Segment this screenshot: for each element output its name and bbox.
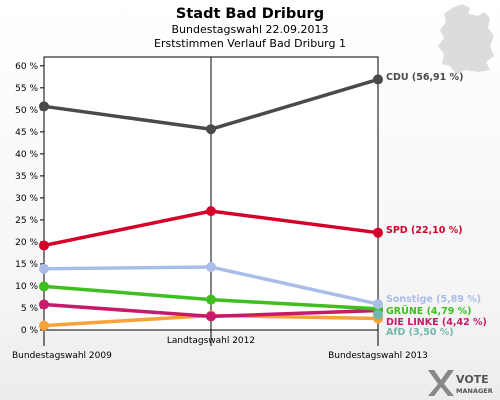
data-point-spd [206, 206, 216, 217]
x-tick-label: Landtagswahl 2012 [167, 336, 255, 346]
data-point-fdp [39, 320, 49, 331]
y-tick-label: 35 % [15, 172, 38, 182]
data-point-sonstige [373, 299, 383, 310]
y-tick-label: 5 % [21, 304, 39, 314]
series-label-cdu: CDU (56,91 %) [386, 72, 463, 83]
y-tick-label: 55 % [15, 84, 38, 94]
vote-manager-logo: VOTE MANAGER [428, 370, 493, 396]
chart-title: Stadt Bad Driburg [176, 6, 324, 22]
y-tick-label: 50 % [15, 106, 38, 116]
data-point-die-linke [206, 311, 216, 322]
series-labels: CDU (56,91 %) SPD (22,10 %) Sonstige (5,89… [386, 72, 487, 338]
logo-vote-text: VOTE [456, 373, 489, 386]
x-tick-label: Bundestagswahl 2013 [328, 351, 428, 361]
data-point-cdu [206, 124, 216, 135]
chart-subtitle-election: Bundestagswahl 22.09.2013 [172, 23, 329, 36]
data-point-spd [373, 227, 383, 238]
series-label-afd: AfD (3,50 %) [386, 327, 454, 338]
data-point-sonstige [206, 262, 216, 273]
y-tick-label: 25 % [15, 216, 38, 226]
plot-area [43, 56, 379, 331]
y-tick-label: 10 % [15, 282, 38, 292]
data-point-die-linke [39, 299, 49, 310]
data-point-spd [39, 240, 49, 251]
y-tick-label: 15 % [15, 260, 38, 270]
data-point-cdu [373, 74, 383, 85]
data-point-gr-ne [39, 281, 49, 292]
series-label-gr-ne: GRÜNE (4,79 %) [386, 306, 472, 317]
y-tick-label: 45 % [15, 128, 38, 138]
chart-subtitle-district: Erststimmen Verlauf Bad Driburg 1 [154, 37, 346, 50]
data-point-afd [373, 309, 383, 320]
series-label-sonstige: Sonstige (5,89 %) [386, 294, 481, 305]
x-axis: Bundestagswahl 2009 Landtagswahl 2012 Bund… [12, 330, 428, 361]
y-axis: 0 % 5 % 10 % 15 % 20 % 25 % 30 % 35 % 40 % 45 % 50… [15, 62, 44, 336]
logo-manager-text: MANAGER [456, 387, 493, 395]
series-label-spd: SPD (22,10 %) [386, 225, 463, 236]
y-tick-label: 0 % [21, 326, 39, 336]
y-tick-label: 30 % [15, 194, 38, 204]
series-label-die-linke: DIE LINKE (4,42 %) [386, 317, 487, 328]
data-point-gr-ne [206, 294, 216, 305]
germany-map-icon [438, 4, 494, 74]
data-point-sonstige [39, 263, 49, 274]
series-layer [39, 74, 383, 331]
x-tick-label: Bundestagswahl 2009 [12, 351, 112, 361]
y-tick-label: 40 % [15, 150, 38, 160]
logo-x-icon [428, 370, 454, 396]
data-point-cdu [39, 101, 49, 112]
y-tick-label: 60 % [15, 62, 38, 72]
y-tick-label: 20 % [15, 238, 38, 248]
